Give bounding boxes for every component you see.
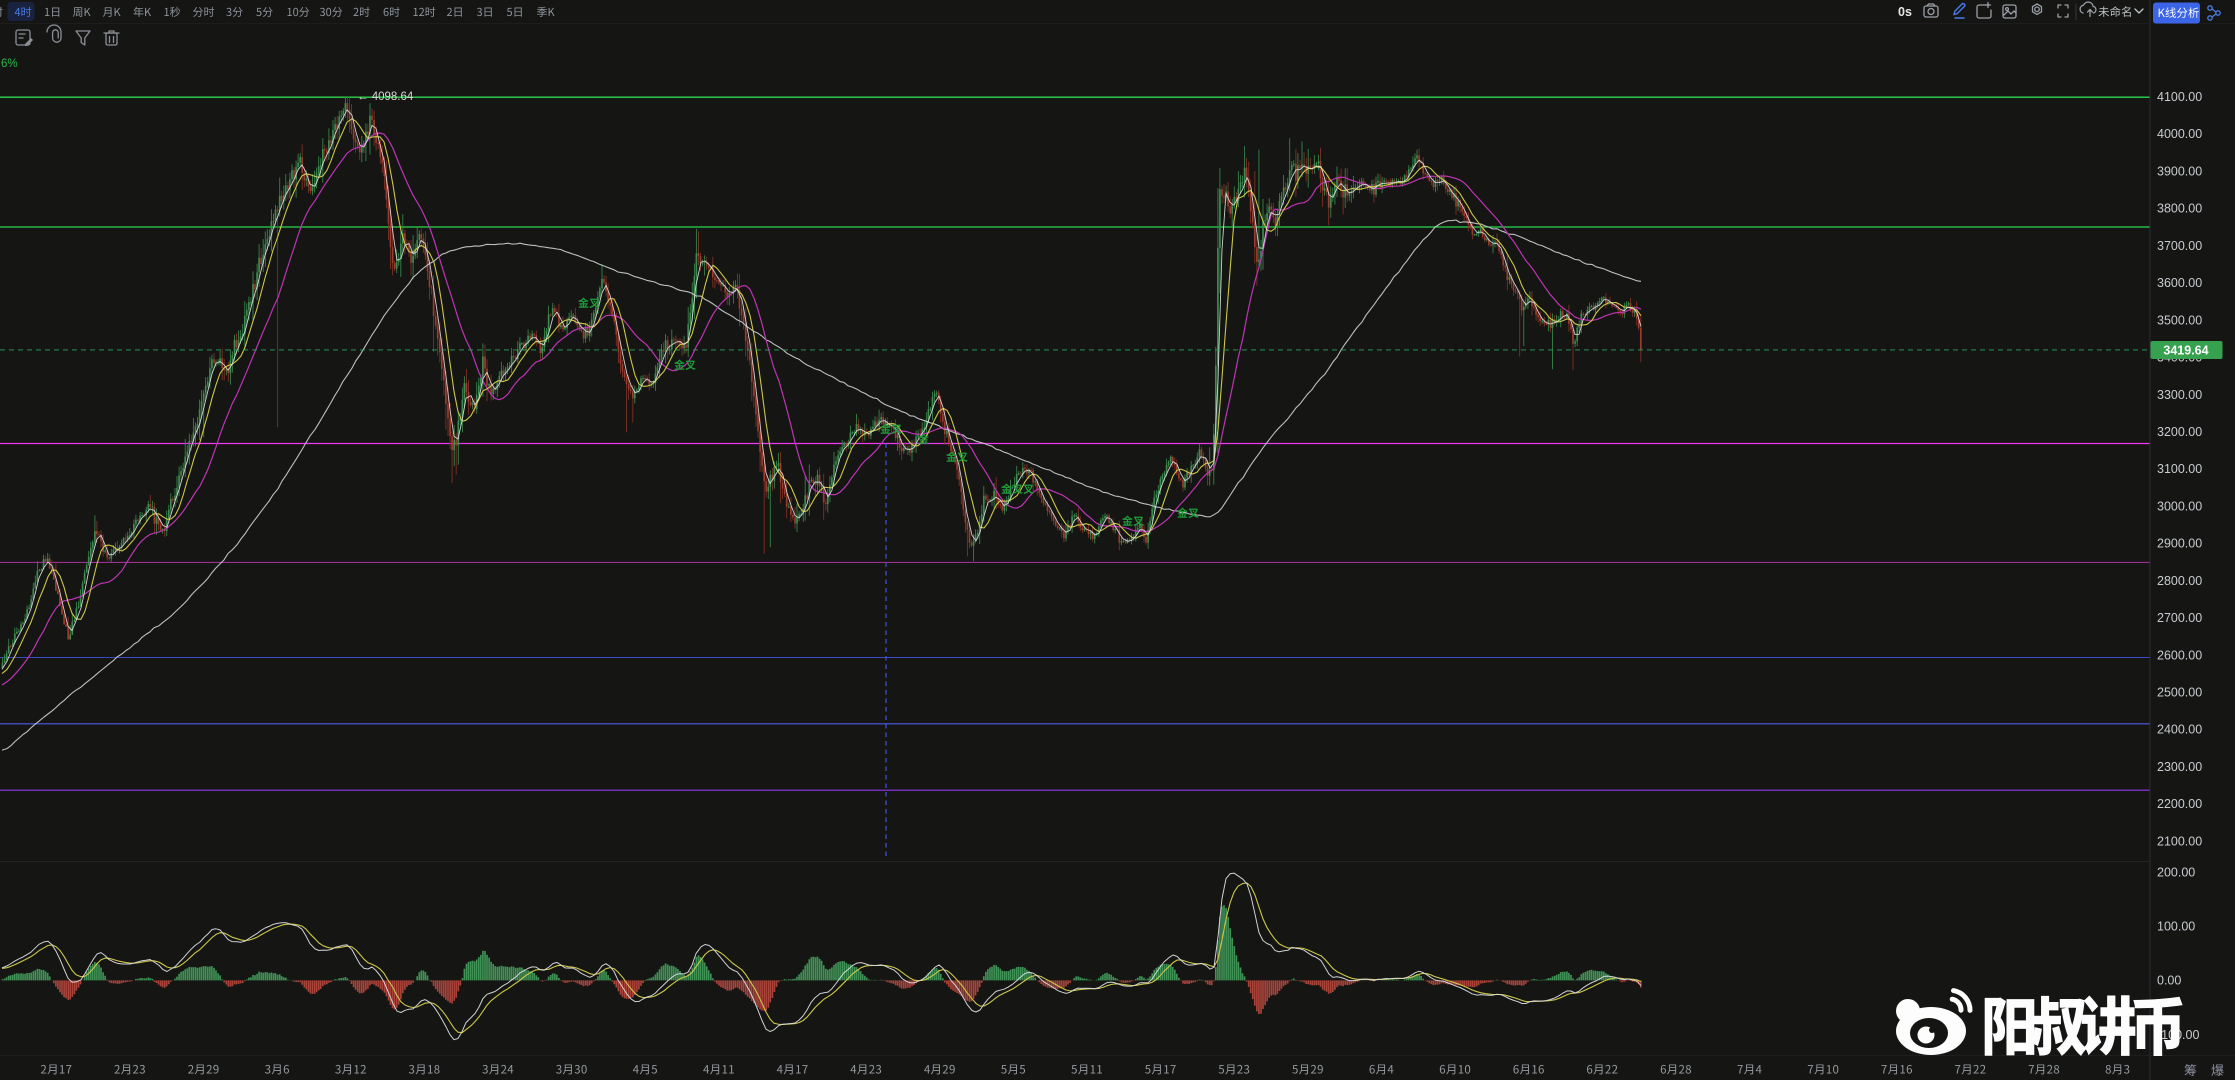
- svg-text:2800.00: 2800.00: [2157, 574, 2202, 588]
- svg-text:6%: 6%: [1, 58, 18, 70]
- svg-text:3600.00: 3600.00: [2157, 276, 2202, 290]
- svg-text:3300.00: 3300.00: [2157, 388, 2202, 402]
- svg-text:2300.00: 2300.00: [2157, 760, 2202, 774]
- svg-text:4000.00: 4000.00: [2157, 127, 2202, 141]
- svg-text:3500.00: 3500.00: [2157, 313, 2202, 327]
- svg-text:3700.00: 3700.00: [2157, 239, 2202, 253]
- svg-text:2500.00: 2500.00: [2157, 686, 2202, 700]
- svg-text:3900.00: 3900.00: [2157, 164, 2202, 178]
- svg-text:200.00: 200.00: [2157, 865, 2195, 879]
- svg-text:3100.00: 3100.00: [2157, 462, 2202, 476]
- svg-text:3000.00: 3000.00: [2157, 499, 2202, 513]
- svg-text:3419.64: 3419.64: [2163, 344, 2208, 358]
- svg-text:100.00: 100.00: [2157, 920, 2195, 934]
- svg-text:2200.00: 2200.00: [2157, 797, 2202, 811]
- svg-text:2700.00: 2700.00: [2157, 611, 2202, 625]
- svg-text:2100.00: 2100.00: [2157, 834, 2202, 848]
- svg-text:2400.00: 2400.00: [2157, 723, 2202, 737]
- svg-text:0.00: 0.00: [2157, 974, 2181, 988]
- svg-text:0s: 0s: [1898, 5, 1912, 19]
- svg-text:2900.00: 2900.00: [2157, 537, 2202, 551]
- svg-text:2600.00: 2600.00: [2157, 648, 2202, 662]
- svg-text:4100.00: 4100.00: [2157, 90, 2202, 104]
- svg-text:3800.00: 3800.00: [2157, 202, 2202, 216]
- svg-text:← 4098.64: ← 4098.64: [357, 91, 414, 103]
- svg-text:3200.00: 3200.00: [2157, 425, 2202, 439]
